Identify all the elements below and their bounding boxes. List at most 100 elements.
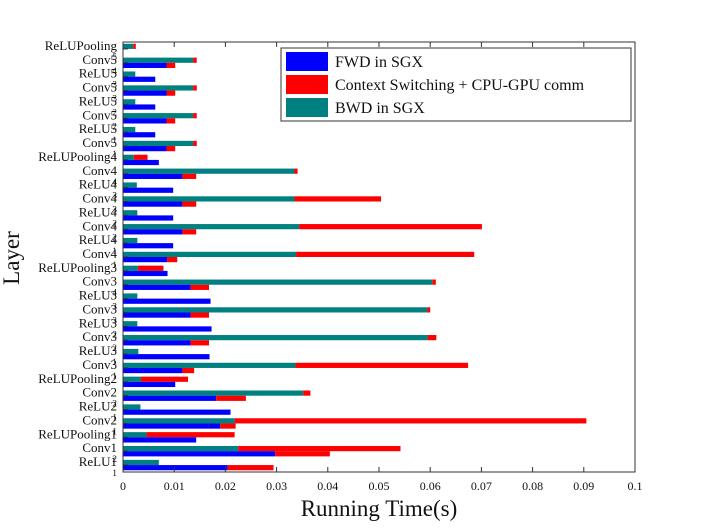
bar-bwd: [123, 57, 194, 63]
bar-fwd: [123, 104, 156, 110]
y-tick-label: Conv4: [82, 191, 117, 206]
y-tick-label: Conv5: [82, 52, 117, 67]
bar-bwd: [123, 168, 295, 174]
legend-swatch-bwd: [286, 98, 328, 117]
y-tick-label: ReLUPooling2: [38, 371, 117, 386]
y-tick-subscript: 2: [112, 400, 117, 410]
legend-swatch-ctx: [286, 75, 328, 94]
y-tick-label: Conv4: [82, 218, 117, 233]
bar-fwd: [123, 173, 183, 179]
bar-bwd: [123, 348, 139, 355]
bar-fwd: [123, 132, 156, 138]
bar-bwd: [123, 404, 141, 410]
y-tick-label: ReLU3: [79, 315, 117, 330]
y-tick-label: ReLU4: [79, 177, 118, 192]
bar-bwd: [123, 335, 428, 341]
bar-fwd: [123, 243, 174, 249]
y-tick-label: Conv5: [82, 107, 117, 122]
y-tick-label: Conv3: [82, 301, 117, 316]
y-axis: ReLUPooling5Conv54ReLU53Conv53ReLU52Conv…: [38, 38, 128, 479]
bar-bwd: [123, 307, 428, 313]
bar-fwd-ctx: [182, 367, 195, 374]
bar-fwd-ctx: [190, 284, 210, 290]
bar-fwd: [123, 270, 168, 277]
bar-fwd: [123, 76, 156, 82]
bar-fwd: [123, 298, 211, 304]
bar-bwd: [123, 85, 194, 91]
y-tick-subscript: 1: [112, 414, 117, 424]
y-tick-label: Conv3: [82, 357, 117, 372]
y-tick-label: ReLUPooling1: [38, 426, 117, 441]
bar-bwd: [123, 71, 136, 77]
x-axis: 0 0.01 0.02 0.03 0.04 0.05 0.06 0.07 0.08 0.09 0.1: [120, 42, 643, 493]
bar-bwd: [123, 126, 136, 133]
bar-fwd: [123, 215, 174, 221]
bar-bwd-ctx: [133, 154, 148, 160]
y-tick-subscript: 1: [112, 469, 117, 479]
bar-fwd: [123, 257, 168, 263]
bar-fwd: [123, 395, 217, 401]
bar-fwd-ctx: [227, 465, 274, 471]
bar-fwd-ctx: [167, 257, 178, 263]
legend: FWD in SGX Context Switching + CPU-GPU c…: [280, 47, 632, 122]
x-tick-label: 0.1: [628, 479, 643, 493]
bar-bwd-ctx: [295, 362, 469, 368]
y-tick-subscript: 2: [112, 122, 117, 132]
y-tick-subscript: 3: [112, 206, 117, 216]
bar-bwd-ctx: [432, 279, 436, 285]
bar-bwd-ctx: [238, 445, 401, 452]
y-tick-subscript: 1: [112, 136, 117, 146]
bar-fwd: [123, 284, 191, 290]
y-tick-subscript: 2: [112, 344, 117, 354]
bar-fwd-ctx: [190, 312, 210, 318]
x-axis-title: Running Time(s): [301, 496, 458, 521]
bar-bwd-ctx: [294, 196, 382, 202]
bar-fwd: [123, 187, 174, 193]
bar-bwd-ctx: [193, 57, 197, 63]
y-tick-subscript: 2: [112, 233, 117, 243]
bar-bwd-ctx: [299, 224, 482, 230]
y-tick-label: ReLU3: [79, 343, 117, 358]
legend-label-ctx: Context Switching + CPU-GPU comm: [335, 77, 585, 94]
y-tick-subscript: 2: [112, 455, 117, 465]
bar-fwd-ctx: [182, 229, 197, 235]
y-tick-label: Conv3: [82, 274, 117, 289]
bar-fwd: [123, 146, 167, 152]
bar-fwd: [123, 159, 159, 166]
bar-fwd: [123, 451, 276, 457]
bar-bwd: [123, 432, 147, 438]
bar-bwd: [123, 251, 297, 257]
x-tick-label: 0.03: [266, 479, 287, 493]
bar-fwd: [123, 409, 231, 415]
bar-bwd-ctx: [137, 265, 164, 271]
bar-bwd-ctx: [427, 307, 431, 313]
bar-fwd: [123, 326, 212, 332]
bar-fwd-ctx: [216, 395, 246, 401]
bar-bwd: [123, 265, 138, 271]
y-tick-label: Conv2: [82, 412, 117, 427]
y-tick-label: ReLU5: [79, 121, 117, 136]
bar-bwd-ctx: [193, 113, 197, 119]
bar-fwd-ctx: [166, 146, 176, 152]
bar-fwd: [123, 381, 176, 388]
bar-bwd: [123, 196, 295, 202]
bar-bwd: [123, 418, 235, 424]
y-tick-label: Conv5: [82, 135, 117, 150]
bar-fwd: [123, 229, 183, 235]
y-tick-subscript: 1: [112, 358, 117, 368]
y-tick-label: ReLU1: [79, 454, 117, 469]
y-tick-subscript: 2: [112, 330, 117, 340]
legend-swatch-fwd: [286, 52, 328, 71]
x-tick-label: 0.08: [522, 479, 543, 493]
bar-fwd-ctx: [166, 62, 176, 69]
y-tick-label: ReLU3: [79, 288, 117, 303]
bar-bwd: [123, 279, 433, 285]
y-tick-label: ReLUPooling: [45, 38, 118, 53]
y-tick-label: Conv3: [82, 329, 117, 344]
x-tick-label: 0.01: [164, 479, 185, 493]
y-tick-label: Conv5: [82, 80, 117, 95]
y-tick-label: ReLU4: [79, 204, 118, 219]
bar-fwd: [123, 340, 191, 346]
bar-bwd: [123, 321, 138, 327]
x-tick-label: 0.06: [420, 479, 441, 493]
